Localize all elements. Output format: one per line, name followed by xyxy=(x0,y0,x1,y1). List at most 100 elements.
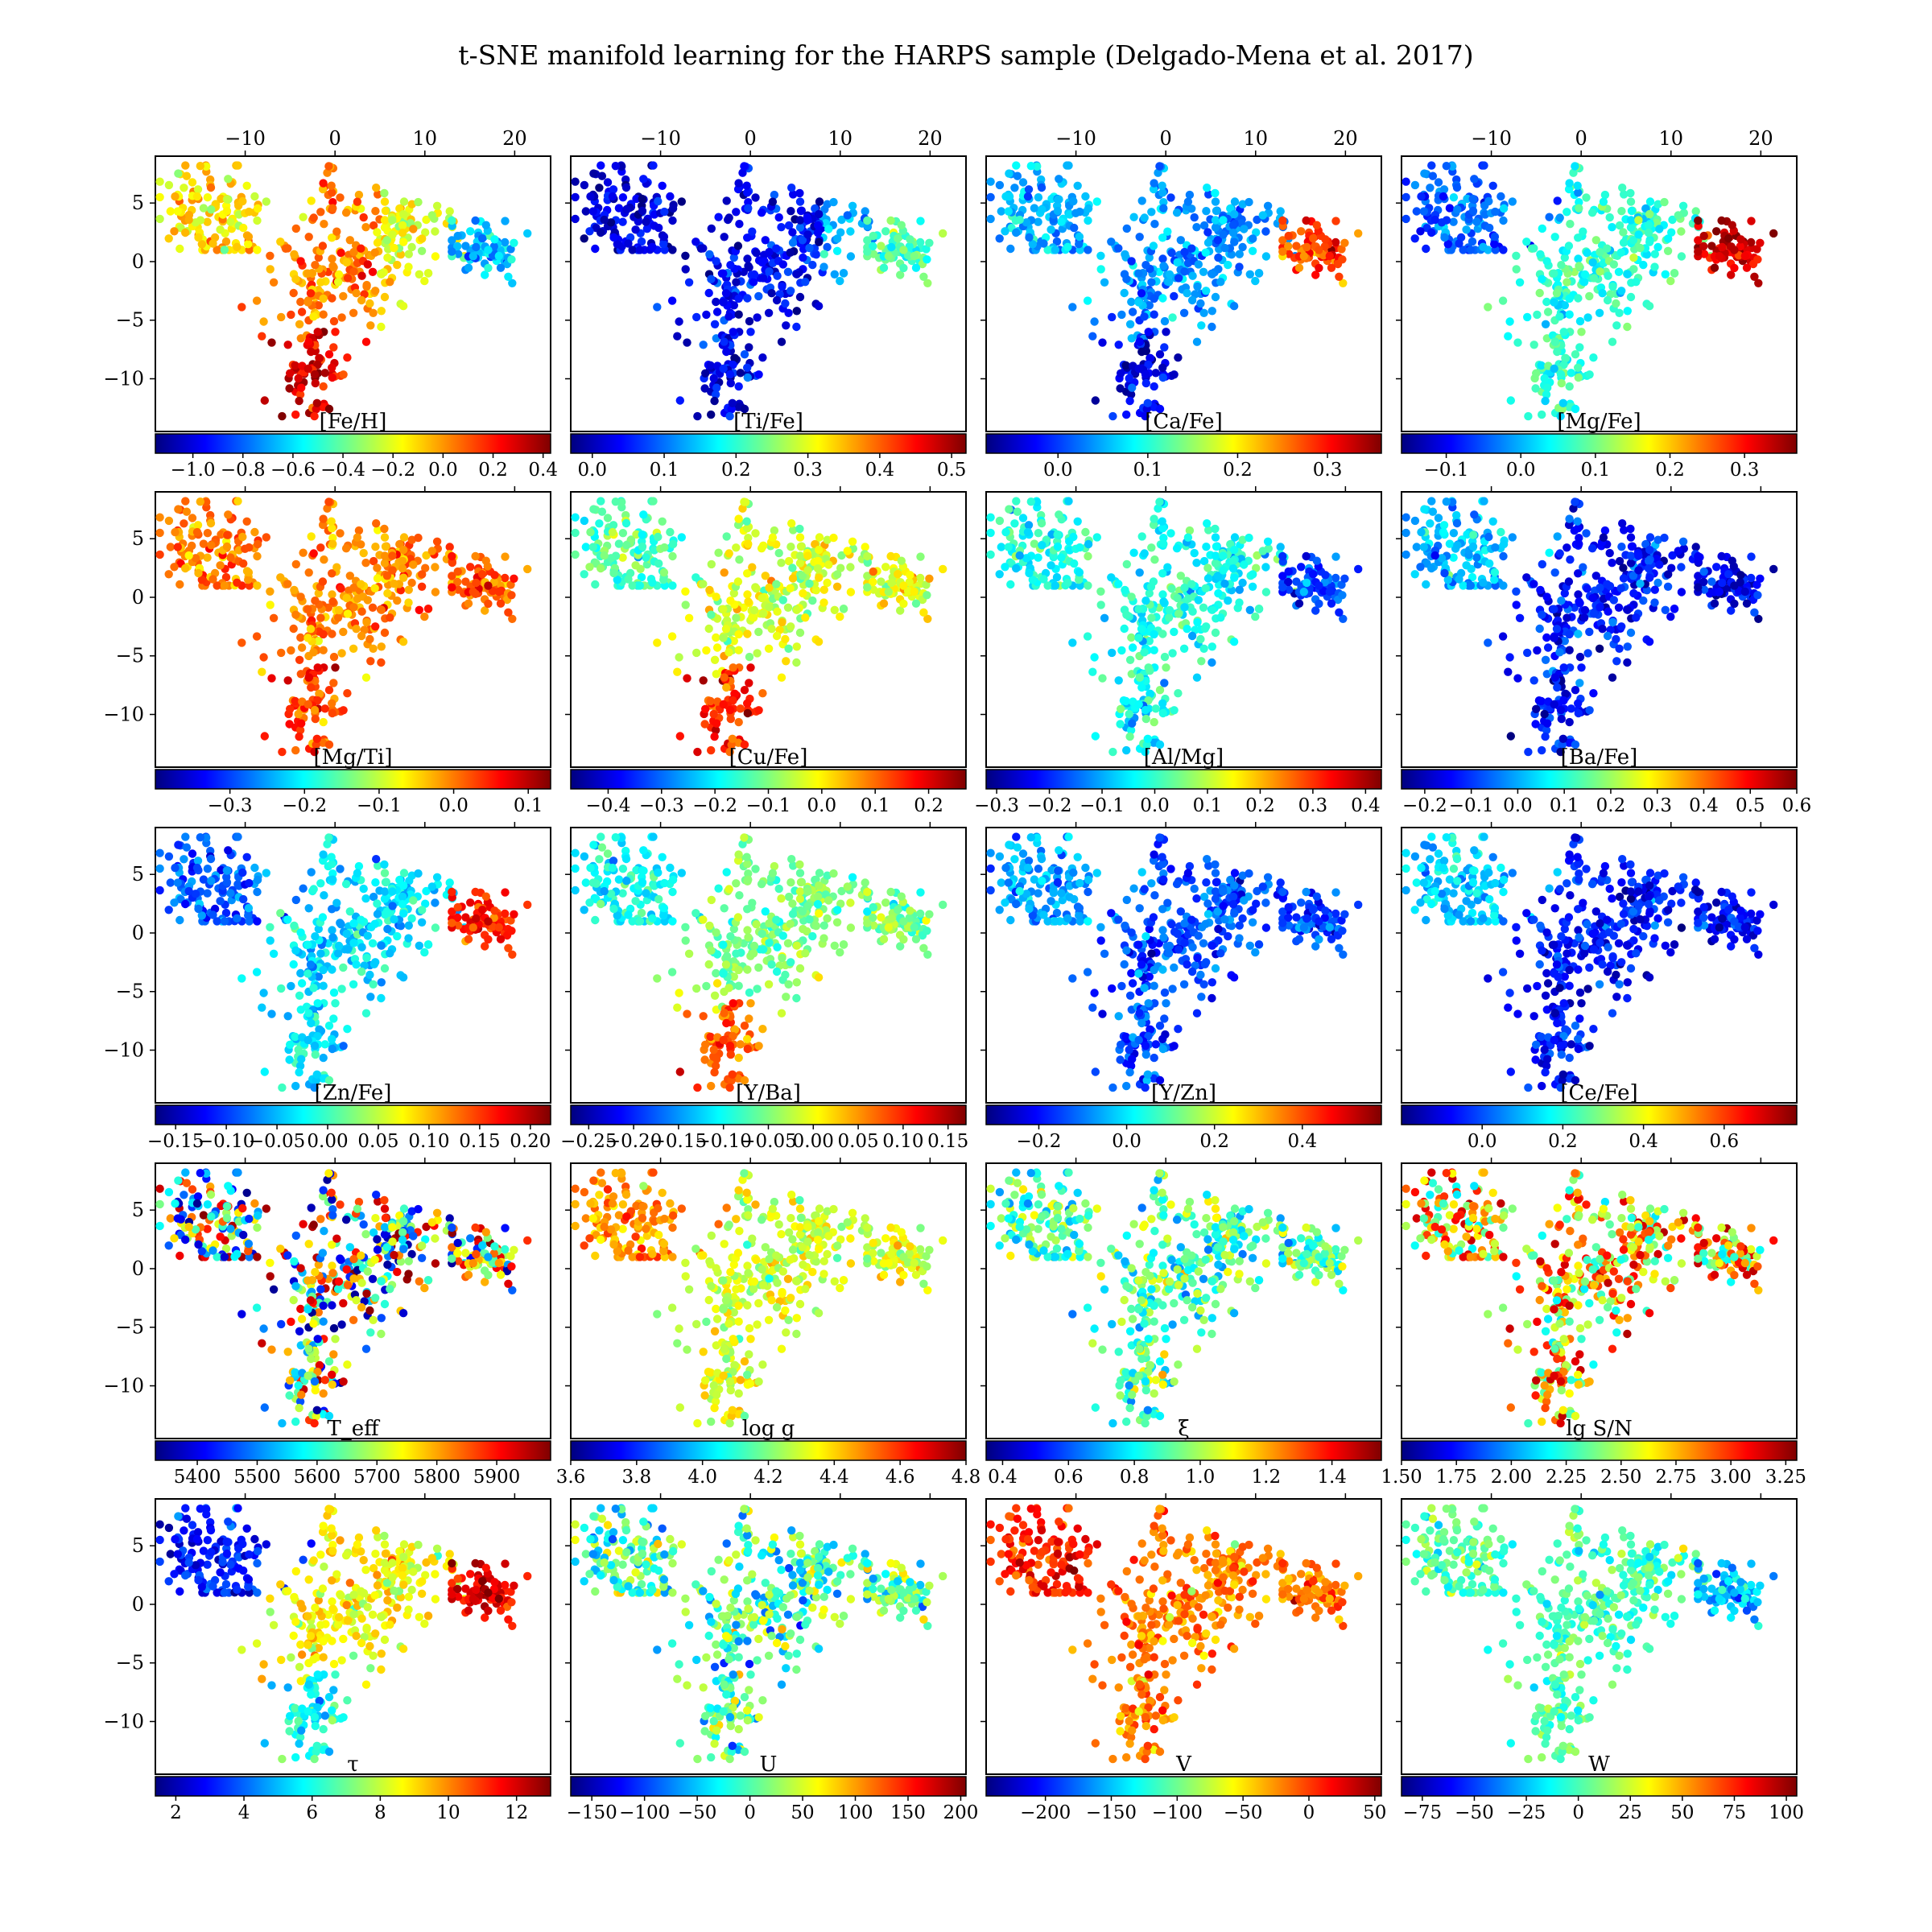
data-point xyxy=(266,265,275,274)
data-point xyxy=(1555,549,1564,558)
data-point xyxy=(407,242,416,252)
data-point xyxy=(1575,597,1583,606)
data-point xyxy=(1170,627,1179,637)
data-point xyxy=(719,634,728,642)
data-point xyxy=(285,384,294,393)
colorbar-tick-label: 0.0 xyxy=(577,460,607,481)
data-point xyxy=(887,242,896,252)
data-point xyxy=(743,254,752,263)
data-point xyxy=(589,505,598,514)
data-point xyxy=(720,233,729,242)
data-point xyxy=(1670,605,1679,613)
data-point xyxy=(1582,529,1591,538)
data-point xyxy=(1480,161,1488,170)
scatter-panel: 50−5−10[Zn/Fe]−0.15−0.10−0.05 0.00 0.05 0.1… xyxy=(103,822,551,1152)
data-point xyxy=(448,583,456,592)
data-point xyxy=(693,747,702,757)
data-point xyxy=(1100,613,1109,622)
data-point xyxy=(380,964,390,973)
data-point xyxy=(399,869,409,877)
data-point xyxy=(329,988,339,997)
data-point xyxy=(1229,302,1239,311)
data-point xyxy=(1125,320,1135,328)
data-point xyxy=(357,943,366,952)
data-point xyxy=(291,224,300,233)
data-point xyxy=(659,232,669,242)
data-point xyxy=(585,563,594,572)
data-point xyxy=(1043,246,1052,254)
data-point xyxy=(224,175,233,184)
data-point xyxy=(1012,497,1021,506)
data-point xyxy=(789,190,798,199)
colorbar-tick-label: −0.4 xyxy=(320,460,365,481)
data-point xyxy=(748,563,757,572)
data-point xyxy=(469,588,477,597)
data-point xyxy=(1664,234,1673,243)
data-point xyxy=(319,965,328,975)
x-tick-label: 20 xyxy=(1748,127,1773,150)
data-point xyxy=(328,254,336,263)
data-point xyxy=(1294,263,1304,272)
data-point xyxy=(1490,576,1499,584)
data-point xyxy=(1183,289,1191,298)
data-point xyxy=(726,378,735,388)
scatter-panel: −10 0 10 20[Mg/Fe]−0.1 0.0 0.1 0.2 0.3 xyxy=(1396,127,1798,481)
data-point xyxy=(1459,246,1468,254)
data-point xyxy=(423,940,433,949)
data-point xyxy=(886,551,895,561)
data-point xyxy=(399,545,408,555)
x-tick-label: 20 xyxy=(918,127,943,150)
data-point xyxy=(1439,185,1449,194)
data-point xyxy=(296,968,305,978)
data-point xyxy=(792,307,801,316)
x-tick-label: 0 xyxy=(745,127,757,150)
data-point xyxy=(1108,411,1117,421)
x-tick-label: −10 xyxy=(1471,127,1512,150)
data-point xyxy=(1498,632,1508,641)
data-point xyxy=(496,263,506,272)
data-point xyxy=(383,924,392,934)
data-point xyxy=(819,250,828,258)
data-point xyxy=(724,648,733,657)
data-point xyxy=(707,224,716,233)
data-point xyxy=(1629,588,1638,598)
data-point xyxy=(1240,225,1249,233)
data-point xyxy=(744,262,753,270)
data-point xyxy=(744,204,753,213)
data-point xyxy=(1666,612,1675,621)
data-point xyxy=(906,571,914,580)
data-point xyxy=(1462,561,1471,570)
data-point xyxy=(1612,634,1620,644)
data-point xyxy=(1127,592,1136,601)
data-point xyxy=(1176,572,1186,580)
colorbar-tick-label: −0.2 xyxy=(370,460,415,481)
data-point xyxy=(1455,239,1463,248)
data-point xyxy=(1202,543,1211,551)
data-point xyxy=(188,514,197,522)
data-point xyxy=(1128,643,1137,652)
data-point xyxy=(380,223,390,232)
data-point xyxy=(1046,225,1055,234)
data-point xyxy=(1070,559,1079,568)
data-point xyxy=(1174,274,1183,283)
data-point xyxy=(1214,588,1223,598)
data-point xyxy=(1151,704,1161,713)
data-point xyxy=(1561,353,1571,363)
data-point xyxy=(897,556,906,565)
data-point xyxy=(911,599,921,608)
data-point xyxy=(1468,206,1478,216)
data-point xyxy=(719,700,728,709)
colorbar-tick-label: 0.0 xyxy=(1043,460,1073,481)
data-point xyxy=(1168,649,1177,658)
data-point xyxy=(1596,267,1604,276)
colorbar-tick-label: 0.4 xyxy=(1351,795,1381,816)
data-point xyxy=(1712,227,1721,236)
data-point xyxy=(1183,533,1193,542)
data-point xyxy=(1598,289,1607,298)
colorbar-tick-label: −0.3 xyxy=(208,795,253,816)
data-point xyxy=(1220,243,1229,253)
data-point xyxy=(1420,505,1429,514)
data-point xyxy=(1634,216,1643,225)
data-point xyxy=(1034,529,1043,538)
data-point xyxy=(1730,599,1739,609)
